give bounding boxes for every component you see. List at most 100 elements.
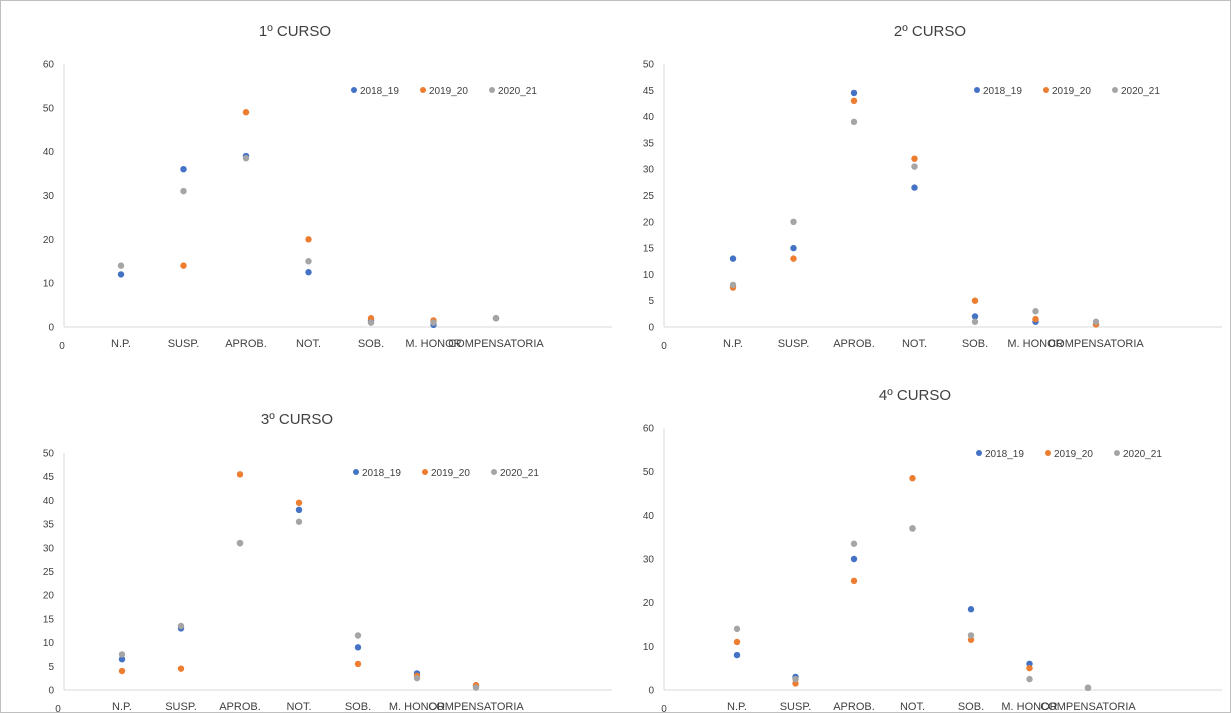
data-point-2019_20: [236, 471, 244, 478]
data-point-2020_21: [472, 684, 480, 691]
y-tick-label: 20: [643, 598, 655, 609]
x-category-label: N.P.: [111, 338, 131, 350]
data-point-2020_21: [911, 163, 918, 170]
x-origin-label: 0: [55, 704, 61, 713]
data-point-2019_20: [971, 297, 979, 304]
x-category-label: APROB.: [833, 338, 875, 350]
y-tick-label: 15: [643, 244, 655, 255]
legend-marker: [1114, 450, 1120, 456]
legend-marker: [1112, 87, 1118, 93]
y-tick-label: 40: [43, 496, 55, 507]
data-point-2018_19: [305, 269, 312, 276]
legend-label: 2020_21: [498, 86, 537, 97]
chart-3: 3º CURSO 0 5 10 15 20 25 30 35 40 45 50 0 N.P. SUSP. AP…: [43, 411, 612, 713]
data-point-2018_19: [180, 166, 187, 173]
data-point-2019_20: [354, 660, 362, 668]
legend-marker: [422, 469, 428, 475]
y-tick-label: 10: [643, 270, 655, 281]
data-point-2019_20: [295, 499, 303, 506]
data-point-2020_21: [1032, 308, 1039, 315]
legend-marker: [489, 87, 495, 93]
data-point-2020_21: [850, 540, 858, 547]
data-point-2020_21: [305, 258, 312, 265]
data-point-2019_20: [909, 475, 916, 482]
x-category-label: SUSP.: [168, 338, 200, 350]
y-tick-label: 50: [43, 103, 55, 114]
data-point-2019_20: [305, 236, 312, 243]
chart-4: 4º CURSO 0 10 20 30 40 50 60 0 N.P. SUSP. APROB. NOT…: [643, 387, 1222, 713]
data-point-2019_20: [367, 315, 375, 322]
data-point-2020_21: [971, 318, 979, 325]
legend-label: 2018_19: [983, 86, 1022, 97]
data-point-2019_20: [242, 109, 250, 116]
chart-title: 3º CURSO: [261, 411, 333, 428]
y-tick-label: 10: [43, 279, 55, 290]
legend-marker: [491, 469, 497, 475]
data-point-2020_21: [729, 281, 737, 289]
chart-2: 2º CURSO 0 5 10 15 20 25 30 35 40 45 50 0 N.P. SUSP. AP…: [643, 23, 1222, 352]
x-category-label: NOT.: [296, 338, 321, 350]
data-point-2020_21: [117, 262, 125, 269]
data-point-2019_20: [1032, 315, 1039, 323]
x-category-label: SUSP.: [780, 701, 812, 713]
y-tick-label: 30: [43, 191, 55, 202]
x-category-label: NOT.: [902, 338, 927, 350]
data-point-2019_20: [850, 577, 858, 585]
data-point-2019_20: [850, 97, 858, 105]
y-tick-label: 20: [43, 235, 55, 246]
x-category-label: SOB.: [358, 338, 384, 350]
legend-label: 2019_20: [1052, 86, 1091, 97]
data-point-2020_21: [118, 651, 126, 658]
data-point-2020_21: [295, 518, 303, 525]
x-category-label: M. HONOR: [1001, 701, 1057, 713]
y-tick-label: 50: [43, 449, 55, 460]
legend-marker: [1043, 87, 1049, 93]
legend-label: 2019_20: [1054, 449, 1093, 460]
y-tick-label: 50: [643, 467, 655, 478]
x-category-label: SOB.: [962, 338, 988, 350]
x-category-label: APROB.: [833, 701, 875, 713]
y-tick-label: 25: [43, 567, 55, 578]
data-point-2020_21: [242, 155, 250, 162]
legend-label: 2018_19: [985, 449, 1024, 460]
y-tick-label: 45: [643, 86, 655, 97]
data-point-2020_21: [733, 625, 741, 633]
x-category-label: COMPENSATORIA: [1040, 701, 1136, 713]
x-origin-label: 0: [59, 341, 65, 352]
x-category-label: APROB.: [225, 338, 267, 350]
data-point-2020_21: [180, 187, 187, 195]
x-category-label: M. HONOR: [405, 338, 461, 350]
x-category-label: COMPENSATORIA: [428, 701, 524, 713]
y-tick-label: 60: [643, 424, 655, 435]
data-point-2020_21: [850, 118, 858, 126]
legend-label: 2018_19: [360, 86, 399, 97]
y-tick-label: 20: [43, 591, 55, 602]
legend-marker: [1045, 450, 1051, 456]
chart-1: 1º CURSO 0 10 20 30 40 50 60 0 N.P. SUSP. APROB. NOT…: [43, 23, 612, 352]
y-tick-label: 30: [643, 555, 655, 566]
chart-title: 1º CURSO: [259, 23, 331, 40]
x-category-label: SOB.: [345, 701, 371, 713]
data-point-2020_21: [413, 674, 421, 682]
y-tick-label: 5: [48, 662, 54, 673]
data-point-2020_21: [430, 319, 437, 326]
legend-marker: [353, 469, 359, 475]
x-origin-label: 0: [661, 704, 667, 713]
x-category-label: COMPENSATORIA: [448, 338, 544, 350]
y-tick-label: 30: [43, 543, 55, 554]
data-point-2018_19: [354, 644, 362, 651]
data-point-2020_21: [236, 539, 244, 547]
legend-label: 2020_21: [1123, 449, 1162, 460]
data-point-2020_21: [354, 632, 362, 639]
x-category-label: SOB.: [958, 701, 984, 713]
data-point-2020_21: [967, 632, 975, 639]
x-category-label: APROB.: [219, 701, 261, 713]
x-category-label: NOT.: [286, 701, 311, 713]
y-tick-label: 40: [43, 147, 55, 158]
chart-title: 4º CURSO: [879, 387, 951, 404]
x-category-label: M. HONOR: [1007, 338, 1063, 350]
data-point-2020_21: [177, 622, 185, 630]
legend-marker: [976, 450, 982, 456]
